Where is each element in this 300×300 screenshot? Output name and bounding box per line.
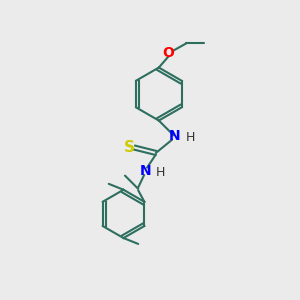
Text: N: N (140, 164, 152, 178)
Text: H: H (185, 131, 195, 144)
Text: N: N (169, 129, 181, 143)
Text: H: H (156, 166, 165, 178)
Text: S: S (124, 140, 135, 154)
Text: O: O (163, 46, 175, 60)
